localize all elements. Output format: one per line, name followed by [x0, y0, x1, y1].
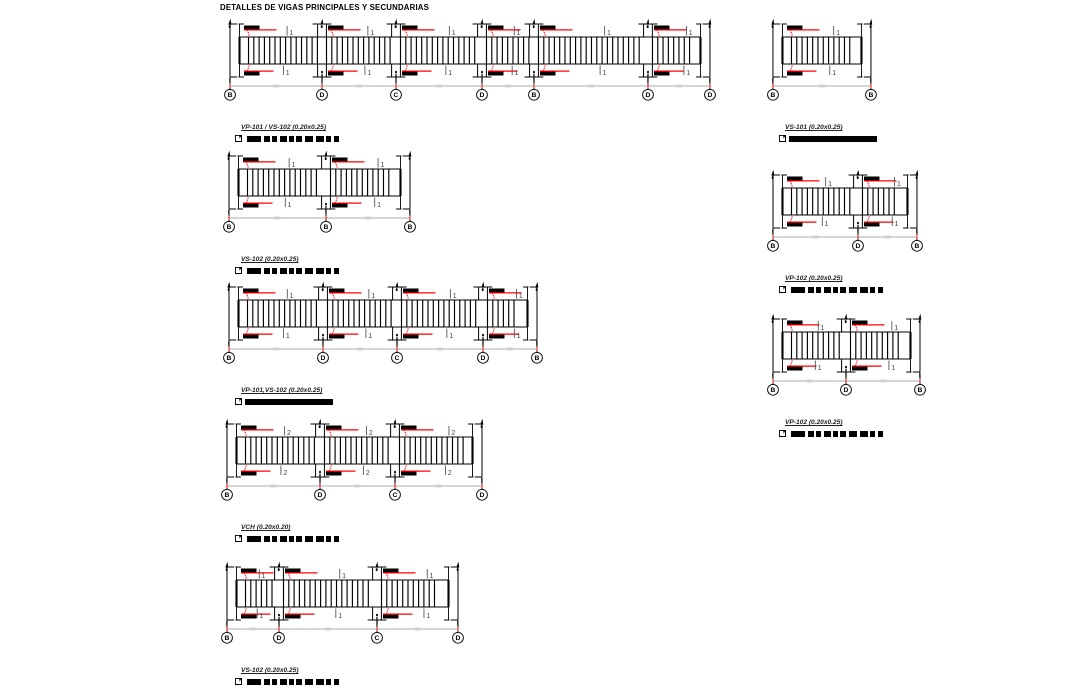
svg-text:1: 1	[818, 365, 822, 372]
svg-text:1: 1	[894, 325, 898, 332]
svg-text:1: 1	[342, 573, 346, 580]
svg-text:1: 1	[891, 365, 895, 372]
svg-text:1: 1	[430, 573, 434, 580]
svg-text:D: D	[844, 387, 849, 394]
svg-text:1: 1	[338, 613, 342, 620]
svg-text:1: 1	[426, 613, 430, 620]
svg-text:B: B	[225, 635, 230, 642]
svg-text:1: 1	[821, 325, 825, 332]
svg-text:C: C	[375, 635, 380, 642]
svg-text:D: D	[277, 635, 282, 642]
svg-text:B: B	[771, 387, 776, 394]
svg-text:B: B	[918, 387, 923, 394]
svg-text:1: 1	[262, 573, 266, 580]
svg-text:D: D	[456, 635, 461, 642]
svg-text:1: 1	[260, 613, 264, 620]
